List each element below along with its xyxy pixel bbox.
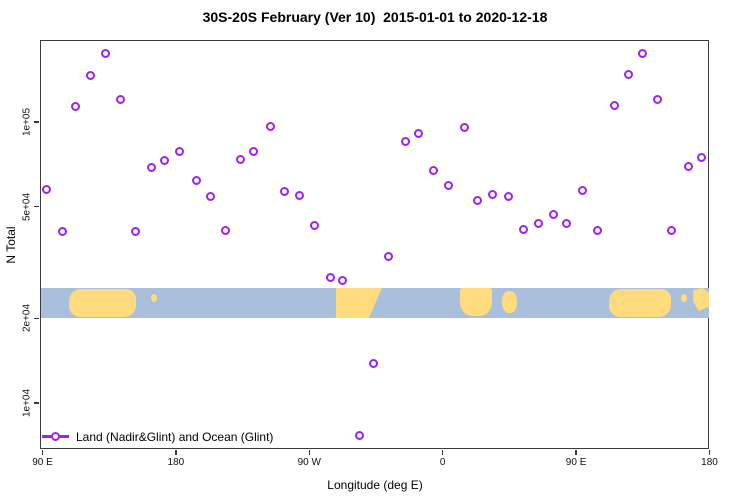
legend-label: Land (Nadir&Glint) and Ocean (Glint) <box>76 429 274 444</box>
y-tick-label: 1e+05 <box>21 107 33 137</box>
y-tick-mark <box>34 121 39 123</box>
x-tick-mark <box>175 450 177 455</box>
land-africa <box>460 288 492 316</box>
x-tick-label: 90 E <box>565 457 587 468</box>
y-tick-label: 5e+04 <box>21 192 33 221</box>
x-tick-label: 90 E <box>32 457 53 468</box>
data-point <box>115 94 125 104</box>
data-point <box>221 225 231 235</box>
data-point <box>265 122 275 132</box>
plot-box <box>40 40 709 449</box>
data-point <box>354 430 364 440</box>
y-tick-label: 1e+04 <box>21 388 33 418</box>
land-fiji-edge <box>693 288 709 311</box>
data-point <box>384 252 394 262</box>
data-point <box>71 101 81 111</box>
data-point <box>624 69 634 79</box>
data-point <box>609 100 619 110</box>
data-point <box>548 209 558 219</box>
x-tick-label: 180 <box>167 457 185 468</box>
x-axis-title: Longitude (deg E) <box>327 478 423 492</box>
data-point <box>443 181 453 191</box>
land-new-caledonia-1 <box>150 294 157 302</box>
x-tick-label: 0 <box>439 457 446 468</box>
data-point <box>280 186 290 196</box>
data-point <box>504 191 514 201</box>
x-tick-label: 90 W <box>297 457 321 468</box>
x-tick-mark <box>308 450 311 455</box>
data-point <box>338 275 348 285</box>
data-point <box>652 94 662 104</box>
x-tick-mark <box>41 450 44 455</box>
data-point <box>295 190 305 200</box>
x-tick-mark <box>441 450 444 455</box>
y-tick-mark <box>34 402 39 404</box>
data-point <box>593 226 603 235</box>
data-point <box>696 153 706 163</box>
data-point <box>236 154 246 164</box>
data-point <box>459 123 469 133</box>
data-point <box>400 136 410 146</box>
data-point <box>58 226 68 236</box>
chart-title: 30S-20S February (Ver 10) 2015-01-01 to … <box>202 9 548 25</box>
legend-line-circle-icon <box>42 429 69 444</box>
data-point <box>160 155 170 165</box>
data-point <box>428 166 438 176</box>
data-point <box>519 224 529 234</box>
legend-circle <box>50 431 60 441</box>
data-point <box>637 49 647 59</box>
data-point <box>147 162 157 172</box>
data-point <box>667 226 677 235</box>
land-madagascar <box>501 291 517 313</box>
data-point <box>310 220 320 230</box>
data-point <box>41 184 51 194</box>
legend: Land (Nadir&Glint) and Ocean (Glint) <box>42 429 273 444</box>
data-point <box>86 70 96 80</box>
x-tick-mark <box>708 450 711 455</box>
data-point <box>562 218 572 228</box>
land-australia-west-pass <box>69 289 136 317</box>
data-point <box>473 195 483 205</box>
data-point <box>369 359 379 369</box>
x-tick-label: 180 <box>701 457 718 468</box>
data-point <box>413 129 423 139</box>
x-tick-mark <box>575 450 577 455</box>
data-point <box>206 192 216 202</box>
data-point <box>326 272 336 282</box>
land-australia-east-pass <box>608 289 671 317</box>
data-point <box>487 189 497 199</box>
data-point <box>101 48 111 58</box>
data-point <box>578 185 588 195</box>
y-tick-mark <box>34 317 39 320</box>
data-point <box>249 147 259 157</box>
data-point <box>175 146 185 156</box>
data-point <box>130 226 140 236</box>
y-tick-label: 2e+04 <box>21 304 33 333</box>
land-new-caledonia-2 <box>681 294 688 302</box>
y-tick-mark <box>34 205 39 208</box>
data-point <box>191 175 201 185</box>
data-point <box>533 218 543 228</box>
y-axis-title: N Total <box>4 226 18 264</box>
data-point <box>683 162 693 172</box>
